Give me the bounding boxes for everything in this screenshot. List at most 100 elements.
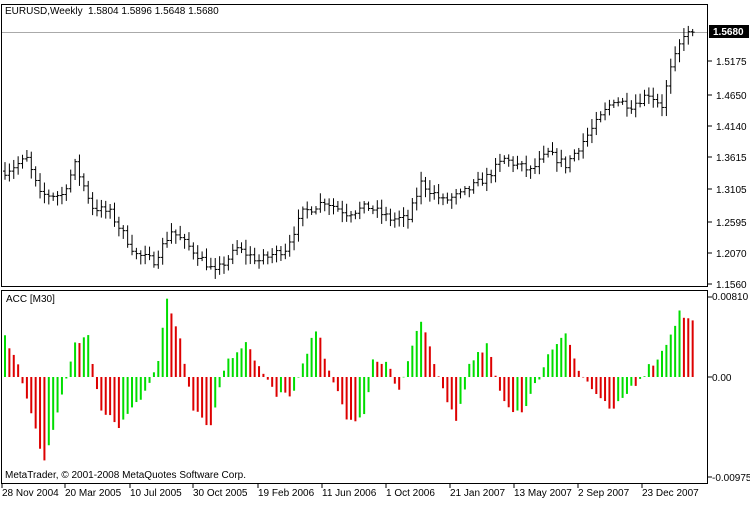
acc-bar: [472, 360, 475, 377]
price-bar: [489, 169, 494, 184]
price-bar: [423, 176, 428, 198]
price-bar: [436, 184, 441, 205]
acc-bar: [428, 346, 431, 377]
acc-bar: [389, 368, 392, 377]
price-bar: [506, 154, 511, 167]
price-bar: [186, 232, 191, 251]
price-bar: [471, 179, 476, 194]
price-bar: [151, 251, 156, 268]
acc-bar: [367, 377, 370, 393]
price-bar: [64, 184, 69, 201]
price-bar: [59, 186, 64, 205]
price-bar: [11, 159, 16, 179]
price-bar: [467, 185, 472, 198]
price-bar: [270, 248, 275, 264]
price-bar: [344, 203, 349, 222]
acc-bar: [12, 354, 15, 377]
price-scale-label: 1.3615: [716, 153, 747, 164]
price-bar: [432, 185, 437, 200]
acc-bar: [481, 352, 484, 377]
price-bar: [419, 171, 424, 205]
acc-bar: [647, 364, 650, 377]
price-bar: [252, 247, 257, 265]
price-bar: [607, 99, 612, 116]
price-bar: [528, 165, 533, 179]
acc-bar: [262, 373, 265, 377]
acc-bar: [599, 377, 602, 399]
time-axis-label: 1 Oct 2006: [386, 488, 435, 499]
acc-bar: [56, 377, 59, 413]
acc-bar: [617, 377, 620, 402]
price-bar: [502, 155, 507, 165]
price-bar: [274, 245, 279, 263]
price-bar: [646, 87, 651, 104]
price-bar: [138, 250, 143, 265]
price-bar: [313, 206, 318, 215]
acc-bar: [446, 377, 449, 403]
acc-bar: [174, 326, 177, 377]
price-scale-label: 1.3105: [716, 185, 747, 196]
acc-bar: [187, 377, 190, 387]
acc-bar: [608, 377, 611, 409]
acc-bar: [612, 377, 615, 409]
price-bar: [99, 199, 104, 218]
price-bar: [427, 180, 432, 202]
price-bar: [112, 202, 117, 227]
acc-bar: [148, 377, 151, 383]
price-bar: [620, 97, 625, 105]
price-bar: [68, 169, 73, 193]
acc-bar: [152, 372, 155, 377]
acc-bar: [512, 377, 515, 413]
price-bar: [410, 198, 415, 223]
price-bar: [589, 119, 594, 144]
price-bar: [388, 208, 393, 227]
acc-bar: [52, 377, 55, 430]
price-bar: [690, 28, 695, 37]
price-bar: [134, 247, 139, 260]
acc-bar: [463, 377, 466, 390]
price-bar: [248, 246, 253, 265]
acc-bar: [47, 377, 50, 446]
price-bar: [327, 198, 332, 216]
price-bar: [572, 149, 577, 162]
acc-bar: [507, 377, 510, 408]
acc-bar: [275, 377, 278, 397]
price-scale: 1.5175 1.4650 1.4140 1.3615 1.3105 1.259…: [708, 57, 747, 291]
price-bar: [160, 237, 165, 265]
acc-bar: [69, 361, 72, 377]
acc-bar: [577, 370, 580, 377]
price-bar: [200, 251, 205, 262]
price-bar: [384, 206, 389, 222]
acc-bar: [634, 377, 637, 386]
price-bar: [94, 199, 99, 217]
acc-bar: [420, 321, 423, 377]
current-price-tag: [709, 25, 749, 38]
price-bar: [125, 225, 130, 248]
acc-bar: [485, 343, 488, 377]
price-bar: [51, 192, 56, 201]
acc-bar: [564, 333, 567, 377]
price-bar: [550, 142, 555, 156]
acc-bar: [17, 364, 20, 377]
price-bar: [497, 153, 502, 172]
price-bar: [581, 133, 586, 159]
time-axis-label: 30 Oct 2005: [193, 488, 248, 499]
acc-bar: [630, 377, 633, 386]
price-bar: [677, 39, 682, 63]
acc-bar: [503, 377, 506, 402]
time-axis-label: 10 Jul 2005: [130, 488, 182, 499]
acc-bar: [669, 334, 672, 377]
acc-bar: [682, 317, 685, 377]
acc-bar: [227, 358, 230, 377]
price-bar: [130, 234, 135, 256]
acc-bar: [525, 377, 528, 407]
acc-bar: [639, 377, 642, 379]
price-bar: [458, 188, 463, 199]
price-bar: [77, 154, 82, 186]
price-bar: [484, 167, 489, 192]
copyright-text: MetaTrader, © 2001-2008 MetaQuotes Softw…: [5, 470, 246, 481]
main-window-frame: [1, 4, 708, 287]
price-bar: [226, 255, 231, 271]
price-bar: [309, 206, 314, 215]
